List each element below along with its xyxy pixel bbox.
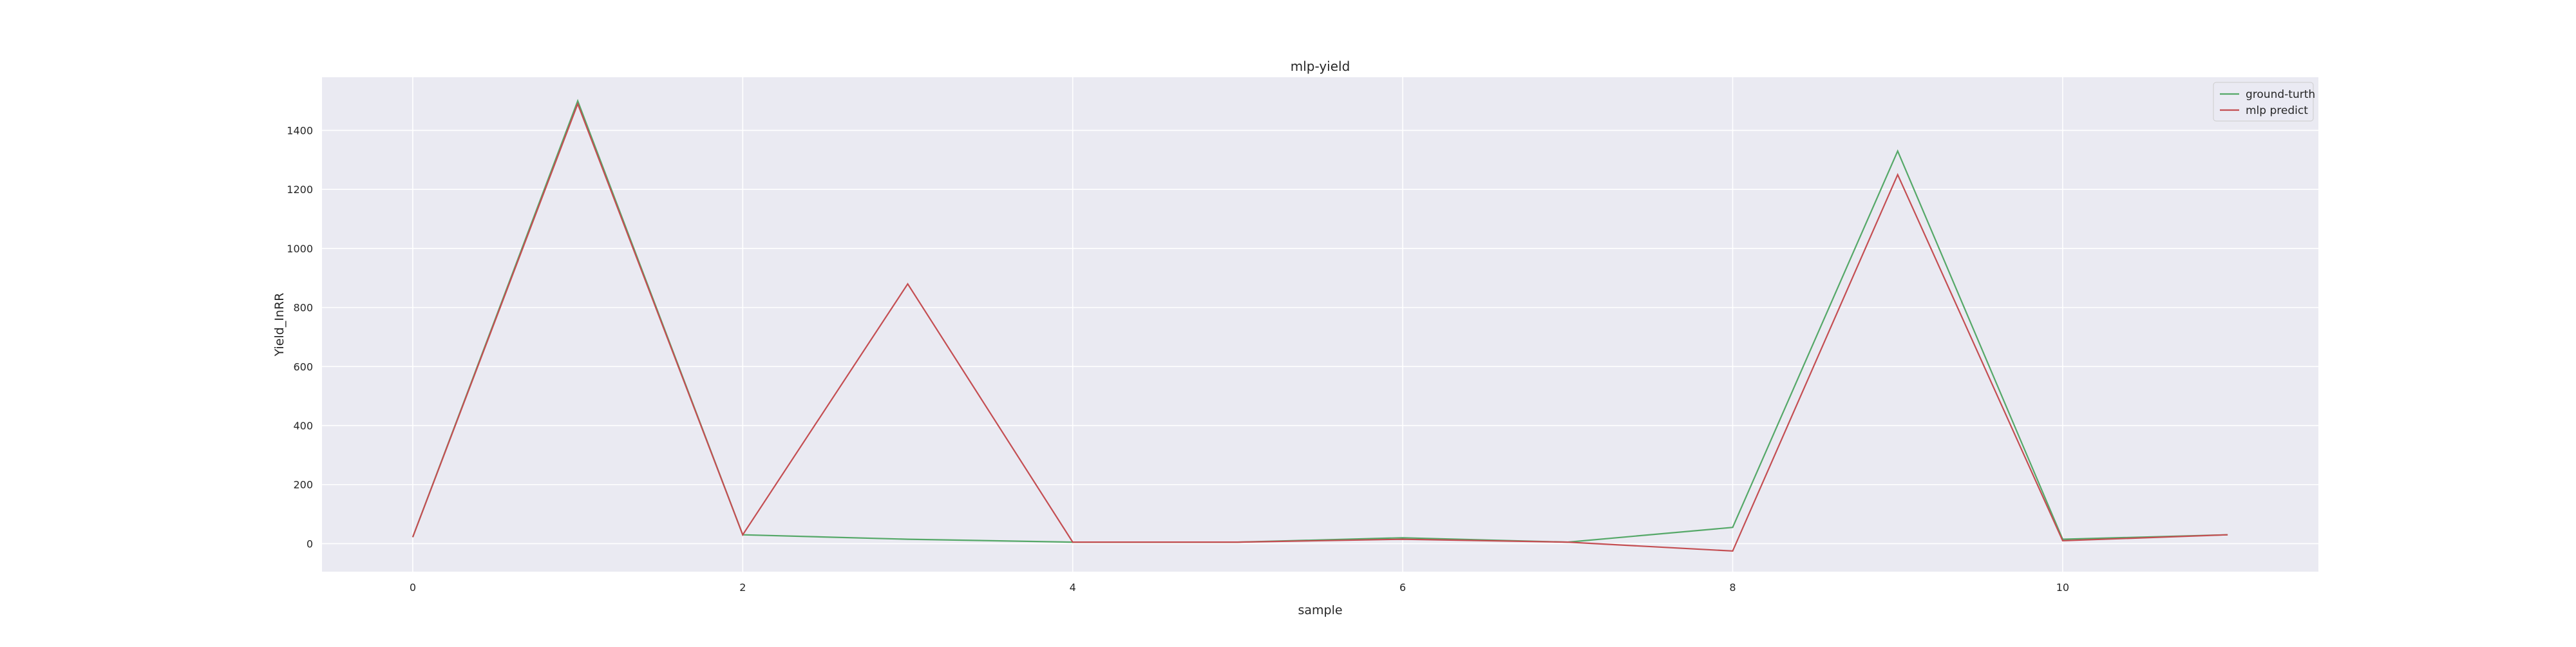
x-tick-label: 0 — [410, 581, 416, 594]
y-tick-label: 800 — [293, 302, 313, 314]
grid-lines — [322, 77, 2318, 572]
series-lines — [412, 98, 2228, 552]
legend: ground-turth mlp predict — [2213, 82, 2315, 122]
chart-title: mlp-yield — [1291, 59, 1350, 74]
legend-label-mlp-predict: mlp predict — [2246, 104, 2308, 117]
y-tick-label: 400 — [293, 420, 313, 432]
plot-background — [322, 77, 2318, 572]
x-tick-label: 10 — [2056, 581, 2069, 594]
y-tick-label: 600 — [293, 361, 313, 373]
y-tick-label: 200 — [293, 479, 313, 491]
y-axis-label: Yield_InRR — [272, 293, 287, 357]
x-tick-label: 8 — [1729, 581, 1736, 594]
legend-box — [2213, 82, 2314, 122]
x-tick-label: 4 — [1070, 581, 1076, 594]
series-line-mlp-predict — [412, 102, 2228, 552]
x-tick-label: 6 — [1399, 581, 1406, 594]
tick-labels: 0 2 4 6 8 10 0 200 400 600 800 1000 1200 1400 — [287, 125, 2069, 594]
x-axis-label: sample — [1298, 603, 1342, 617]
x-tick-label: 2 — [739, 581, 746, 594]
y-tick-label: 1200 — [287, 183, 313, 196]
y-tick-label: 0 — [307, 538, 313, 550]
y-tick-label: 1400 — [287, 125, 313, 137]
legend-label-ground-truth: ground-turth — [2246, 88, 2315, 101]
y-tick-label: 1000 — [287, 243, 313, 255]
